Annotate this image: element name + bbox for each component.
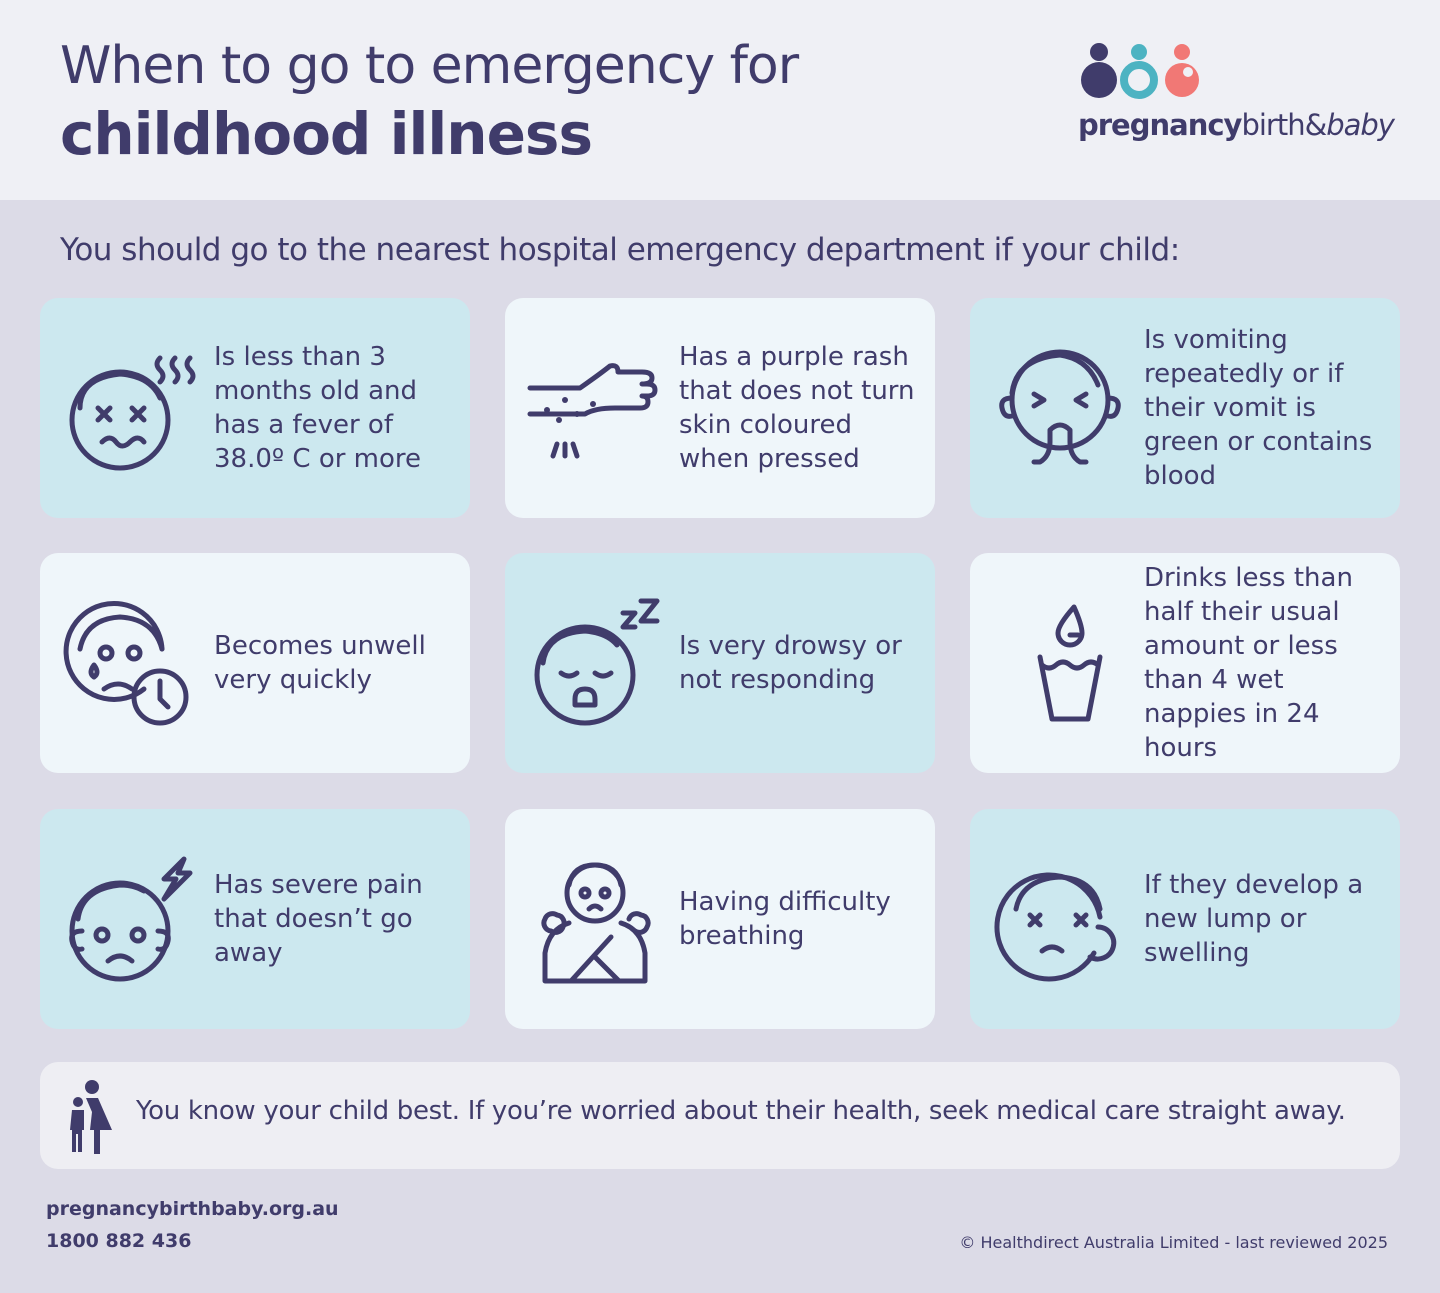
footer-website: pregnancybirthbaby.org.au [46, 1198, 339, 1220]
icon-drink [1037, 604, 1103, 722]
icon-fever [69, 355, 196, 471]
note-text: You know your child best. If you’re worr… [136, 1096, 1346, 1126]
icon-drowsy [534, 598, 660, 726]
card: Has severe pain that doesn’t go away [40, 809, 470, 1029]
note-box: You know your child best. If you’re worr… [40, 1062, 1400, 1169]
card-text: Is very drowsy or not responding [679, 631, 902, 695]
icon-vomit [999, 349, 1121, 465]
logo-text: pregnancybirth&baby [1078, 108, 1395, 142]
logo: pregnancybirth&baby [1078, 40, 1398, 160]
icon-pain [69, 856, 193, 982]
icon-parent-child [70, 1080, 112, 1154]
logo-italic: baby [1326, 108, 1395, 142]
card-text: Has severe pain that doesn’t go away [214, 870, 423, 968]
title-line1: When to go to emergency for [60, 36, 799, 96]
footer-copyright: © Healthdirect Australia Limited - last … [959, 1233, 1388, 1252]
card: Having difficulty breathing [505, 809, 935, 1029]
card: Is less than 3 months old and has a feve… [40, 298, 470, 518]
icon-lump [994, 872, 1117, 982]
card-text: Becomes unwell very quickly [214, 631, 426, 695]
card: Drinks less than half their usual amount… [970, 553, 1400, 773]
card-text: If they develop a new lump or swelling [1144, 870, 1364, 968]
card: Is vomiting repeatedly or if their vomit… [970, 298, 1400, 518]
icon-unwell [63, 600, 189, 726]
title-line2: childhood illness [60, 100, 593, 168]
card-text: Is less than 3 months old and has a feve… [214, 342, 422, 474]
header: When to go to emergency for childhood il… [0, 0, 1440, 200]
logo-amp: & [1304, 108, 1328, 142]
card-text: Has a purple rash that does not turn ski… [679, 342, 915, 474]
card: Becomes unwell very quickly [40, 553, 470, 773]
icon-breathing [541, 862, 651, 984]
icon-rash [527, 363, 658, 459]
card-text: Drinks less than half their usual amount… [1144, 563, 1353, 763]
card: If they develop a new lump or swelling [970, 809, 1400, 1029]
logo-regular: birth [1241, 108, 1305, 142]
footer-phone: 1800 882 436 [46, 1230, 192, 1252]
card-text: Is vomiting repeatedly or if their vomit… [1144, 325, 1373, 491]
logo-icon [1081, 43, 1199, 99]
intro: You should go to the nearest hospital em… [60, 232, 1180, 268]
card: Is very drowsy or not responding [505, 553, 935, 773]
card: Has a purple rash that does not turn ski… [505, 298, 935, 518]
logo-bold: pregnancy [1078, 108, 1242, 142]
card-text: Having difficulty breathing [679, 887, 891, 951]
